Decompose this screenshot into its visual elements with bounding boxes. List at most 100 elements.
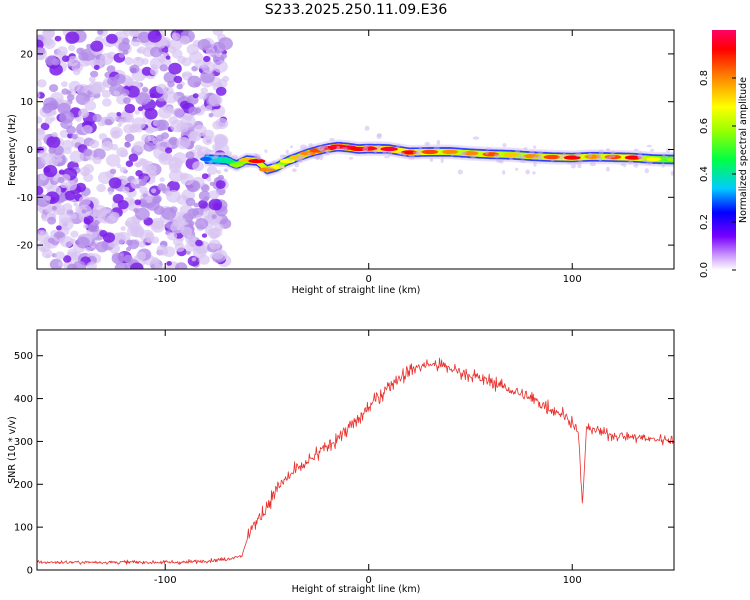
noise-blob — [119, 149, 129, 158]
noise-blob — [150, 188, 157, 194]
noise-blob — [173, 75, 183, 84]
ridge-fleck — [341, 147, 348, 151]
noise-blob — [192, 161, 205, 172]
noise-blob — [37, 185, 44, 196]
snr-y-label: SNR (10 * v/v) — [7, 416, 18, 484]
noise-blob — [83, 148, 93, 157]
ridge-fleck — [509, 157, 513, 161]
noise-blob — [114, 262, 129, 269]
noise-blob — [215, 118, 229, 130]
ridge-fleck — [637, 155, 644, 159]
ridge-fleck — [295, 157, 303, 162]
noise-blob — [97, 30, 104, 35]
ridge-fleck — [266, 166, 273, 169]
ridge-fleck — [450, 153, 455, 157]
x-tick-label: 100 — [563, 575, 582, 586]
noise-blob — [84, 100, 97, 111]
noise-blob — [124, 77, 135, 86]
noise-blob — [213, 223, 224, 232]
noise-blob — [176, 136, 191, 150]
noise-blob — [92, 113, 102, 123]
noise-blob — [48, 158, 59, 167]
colorbar-tick-label: 0.0 — [699, 262, 710, 278]
noise-blob — [85, 246, 92, 252]
spectrogram-y-ticks: -20 -10 0 10 20 — [17, 49, 674, 252]
noise-blob — [165, 147, 173, 154]
noise-blob — [147, 134, 155, 142]
ridge-fleck — [574, 161, 580, 165]
ridge-fleck — [209, 149, 216, 153]
noise-blob — [90, 59, 103, 70]
ridge-fleck — [587, 152, 593, 158]
x-tick-label: 0 — [366, 575, 372, 586]
noise-blob — [166, 261, 172, 266]
noise-blob — [176, 83, 183, 90]
y-tick-label: -10 — [17, 193, 33, 204]
noise-blob — [63, 147, 72, 155]
noise-blob — [222, 75, 230, 82]
ridge-peak — [503, 152, 519, 157]
ridge-fleck — [608, 153, 616, 158]
ridge-fleck — [285, 149, 289, 154]
noise-blob — [41, 216, 49, 222]
ridge-fleck — [308, 143, 314, 148]
ridge-fleck — [502, 170, 506, 175]
noise-blob — [56, 46, 68, 56]
colorbar-tick-label: 0.6 — [699, 118, 710, 134]
ridge-fleck — [644, 168, 649, 174]
snr-x-ticks: -100 0 100 — [154, 330, 582, 586]
noise-blob — [135, 170, 143, 177]
ridge-fleck — [325, 148, 331, 154]
noise-blob — [117, 200, 129, 210]
ridge-fleck — [374, 145, 381, 149]
ridge-fleck — [589, 162, 597, 167]
ridge-fleck — [348, 157, 354, 160]
noise-blob — [198, 190, 211, 201]
noise-blob — [164, 223, 170, 229]
noise-blob — [156, 119, 169, 131]
ridge-fleck — [519, 159, 526, 163]
figure-title: S233.2025.250.11.09.E36 — [265, 2, 448, 18]
spectrogram-y-label: Frequency (Hz) — [7, 114, 18, 186]
noise-blob — [45, 195, 52, 201]
spectrogram-ridge — [200, 125, 674, 177]
ridge-peak — [646, 156, 662, 162]
ridge-fleck — [264, 149, 268, 153]
ridge-fleck — [387, 151, 393, 156]
noise-blob — [88, 81, 102, 94]
noise-blob — [172, 152, 187, 165]
x-tick-label: -100 — [154, 575, 177, 586]
colorbar-tick-label: 0.2 — [699, 214, 710, 230]
noise-blob — [56, 225, 62, 231]
spectrogram-x-ticks: -100 0 100 — [154, 30, 582, 285]
ridge-fleck — [628, 160, 634, 165]
noise-blob — [81, 209, 87, 214]
noise-blob — [218, 37, 233, 50]
noise-blob — [130, 262, 144, 269]
noise-blob — [157, 183, 166, 191]
noise-blob — [51, 58, 60, 66]
y-tick-label: 0 — [27, 566, 33, 577]
ridge-fleck — [382, 150, 387, 155]
noise-blob — [93, 64, 100, 70]
noise-blob — [130, 178, 143, 190]
noise-blob — [90, 245, 96, 251]
noise-blob — [186, 72, 192, 78]
noise-blob — [102, 98, 112, 107]
snr-x-label: Height of straight line (km) — [292, 584, 421, 595]
ridge-fleck — [216, 169, 222, 175]
noise-blob — [171, 32, 181, 40]
noise-blob — [158, 152, 174, 166]
noise-blob — [161, 37, 171, 46]
snr-frame — [36, 329, 675, 571]
noise-blob — [133, 141, 146, 153]
x-tick-label: 0 — [366, 274, 372, 285]
noise-blob — [167, 231, 178, 241]
noise-blob — [43, 235, 59, 249]
y-tick-label: 300 — [14, 437, 33, 448]
noise-blob — [61, 55, 70, 62]
noise-blob — [192, 207, 204, 218]
ridge-fleck — [671, 156, 674, 160]
y-tick-label: 20 — [20, 49, 33, 60]
noise-blob — [123, 97, 131, 104]
